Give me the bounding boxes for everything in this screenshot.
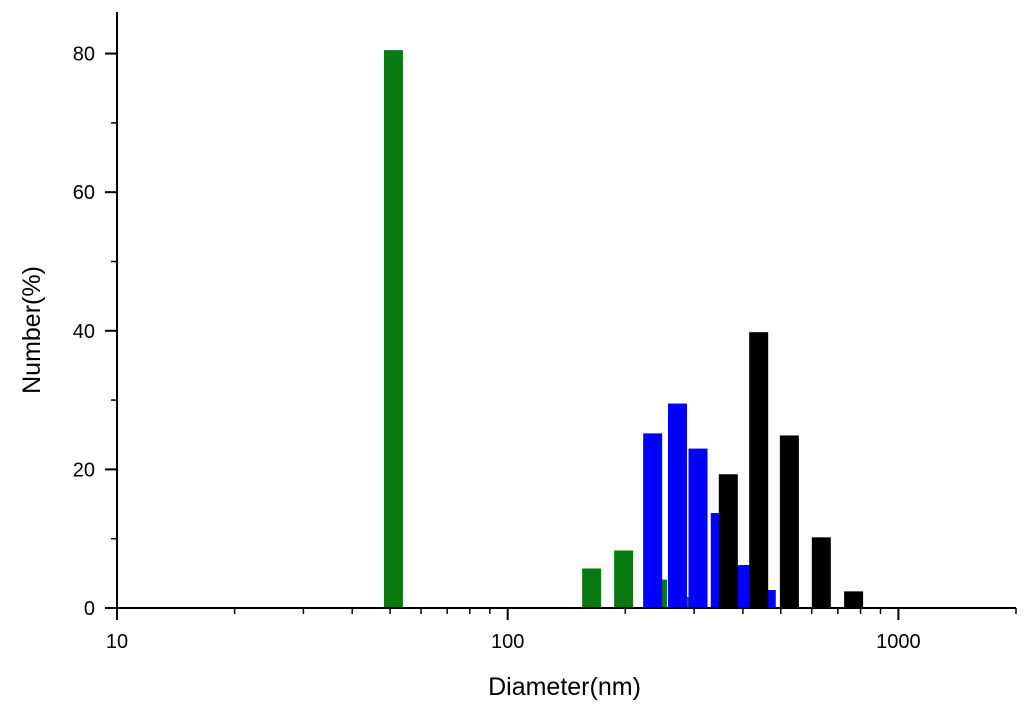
x-tick-label: 100 [491, 631, 524, 653]
axes-layer [116, 12, 1016, 609]
bar-s2-3 [688, 448, 708, 608]
bar-s3-1 [718, 474, 738, 608]
bar-s1-1 [383, 50, 403, 609]
bar-s2-2 [667, 403, 687, 608]
y-tick-label: 40 [73, 321, 95, 343]
x-tick-label: 1000 [876, 631, 921, 653]
bar-s3-5 [844, 591, 864, 608]
y-ticks: 0 20 40 60 80 [73, 44, 117, 620]
y-tick-label: 80 [73, 44, 95, 66]
bar-s2-1 [643, 433, 663, 608]
y-axis-title: Number(%) [18, 266, 46, 394]
bars-layer [383, 50, 864, 609]
y-tick-label: 20 [73, 459, 95, 481]
bar-s1-2 [582, 568, 602, 608]
bar-s3-4 [811, 537, 831, 608]
x-tick-label: 10 [106, 631, 128, 653]
bar-s3-3 [779, 435, 799, 608]
x-axis-title: Diameter(nm) [488, 673, 641, 701]
bar-s1-3 [614, 550, 634, 608]
y-tick-label: 60 [73, 182, 95, 204]
bar-s3-2 [749, 332, 769, 608]
x-ticks: 10 100 1000 [106, 608, 1017, 653]
y-tick-label: 0 [84, 598, 95, 620]
